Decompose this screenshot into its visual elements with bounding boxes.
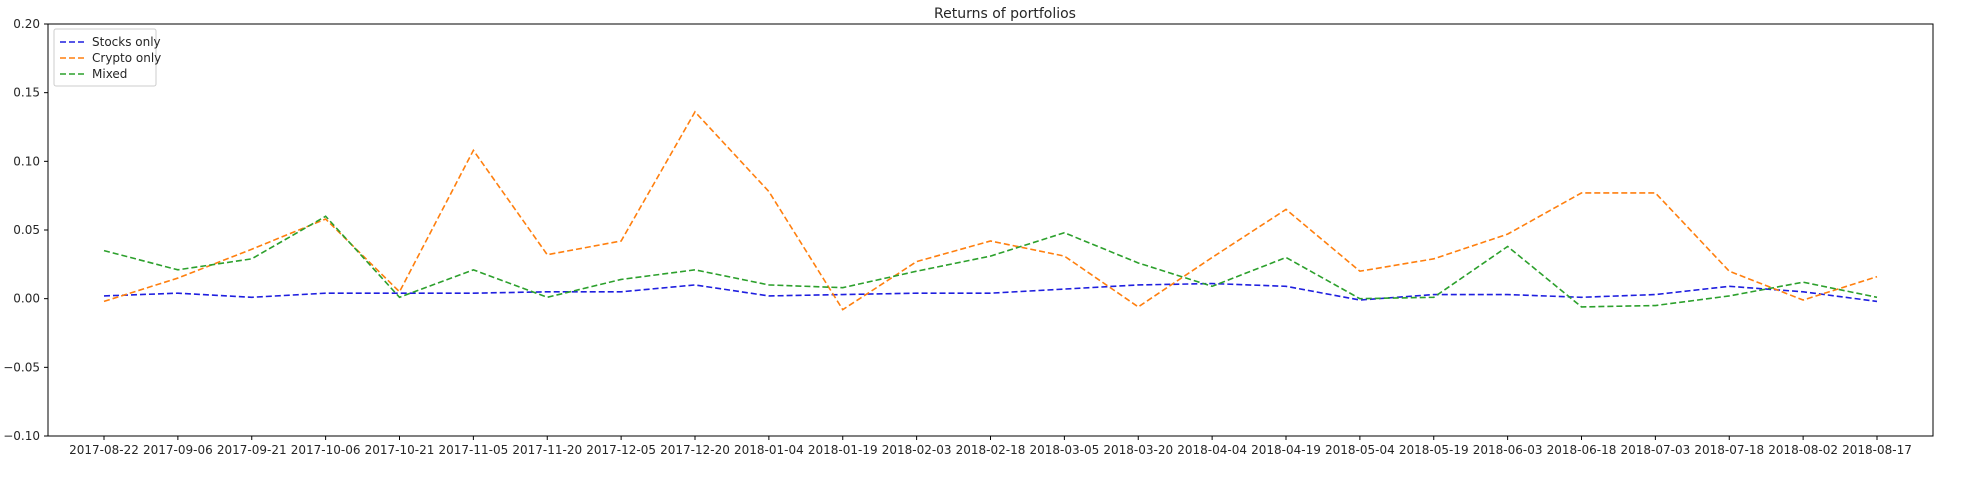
x-tick-label: 2018-05-04 [1325,443,1395,457]
series-line-stocks-only [104,284,1877,302]
series-layer [104,112,1877,310]
x-tick-label: 2018-08-17 [1842,443,1912,457]
y-tick-label: 0.15 [13,86,40,100]
plot-frame [48,24,1933,436]
y-tick-label: 0.10 [13,154,40,168]
series-line-crypto-only [104,112,1877,310]
x-tick-label: 2018-03-05 [1030,443,1100,457]
y-tick-label: 0.00 [13,292,40,306]
x-tick-label: 2017-10-06 [291,443,361,457]
legend: Stocks only Crypto only Mixed [54,29,161,86]
x-tick-label: 2018-07-03 [1621,443,1691,457]
x-tick-label: 2017-12-05 [586,443,656,457]
x-tick-label: 2018-02-18 [956,443,1026,457]
x-tick-label: 2018-02-03 [882,443,952,457]
y-tick-label: −0.05 [3,360,40,374]
x-tick-label: 2018-01-19 [808,443,878,457]
x-tick-label: 2017-10-21 [365,443,435,457]
legend-label: Stocks only [92,35,161,49]
x-tick-label: 2018-07-18 [1694,443,1764,457]
x-tick-label: 2018-05-19 [1399,443,1469,457]
x-tick-label: 2018-04-04 [1177,443,1247,457]
y-tick-label: −0.10 [3,429,40,443]
x-tick-label: 2017-09-06 [143,443,213,457]
x-tick-label: 2018-01-04 [734,443,804,457]
x-tick-label: 2017-11-20 [512,443,582,457]
legend-label: Mixed [92,67,127,81]
x-tick-label: 2018-03-20 [1103,443,1173,457]
x-tick-label: 2017-12-20 [660,443,730,457]
x-tick-label: 2017-09-21 [217,443,287,457]
x-tick-label: 2018-06-18 [1547,443,1617,457]
y-tick-label: 0.20 [13,17,40,31]
y-tick-label: 0.05 [13,223,40,237]
chart-title: Returns of portfolios [934,6,1076,22]
x-tick-label: 2018-06-03 [1473,443,1543,457]
x-tick-label: 2018-08-02 [1768,443,1838,457]
legend-label: Crypto only [92,51,161,65]
x-tick-label: 2018-04-19 [1251,443,1321,457]
x-tick-label: 2017-11-05 [439,443,509,457]
x-tick-label: 2017-08-22 [69,443,139,457]
